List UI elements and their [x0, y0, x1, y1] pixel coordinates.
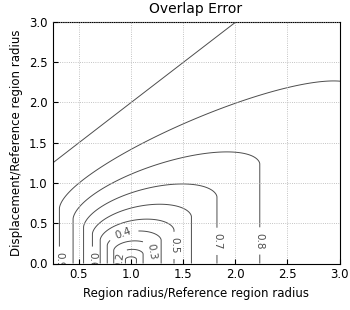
Text: 0.7: 0.7 — [212, 233, 222, 250]
Title: Overlap Error: Overlap Error — [149, 2, 243, 16]
Text: 0.6: 0.6 — [88, 252, 97, 268]
Text: 0.8: 0.8 — [255, 233, 265, 249]
Text: 0.4: 0.4 — [114, 226, 133, 241]
X-axis label: Region radius/Reference region radius: Region radius/Reference region radius — [83, 287, 309, 300]
Text: 0.2: 0.2 — [113, 251, 126, 269]
Text: 1: 1 — [22, 259, 33, 266]
Text: 0.3: 0.3 — [145, 243, 158, 260]
Y-axis label: Displacement/Reference region radius: Displacement/Reference region radius — [10, 29, 23, 256]
Text: 0.9: 0.9 — [54, 252, 64, 268]
Text: 0.5: 0.5 — [169, 237, 179, 254]
